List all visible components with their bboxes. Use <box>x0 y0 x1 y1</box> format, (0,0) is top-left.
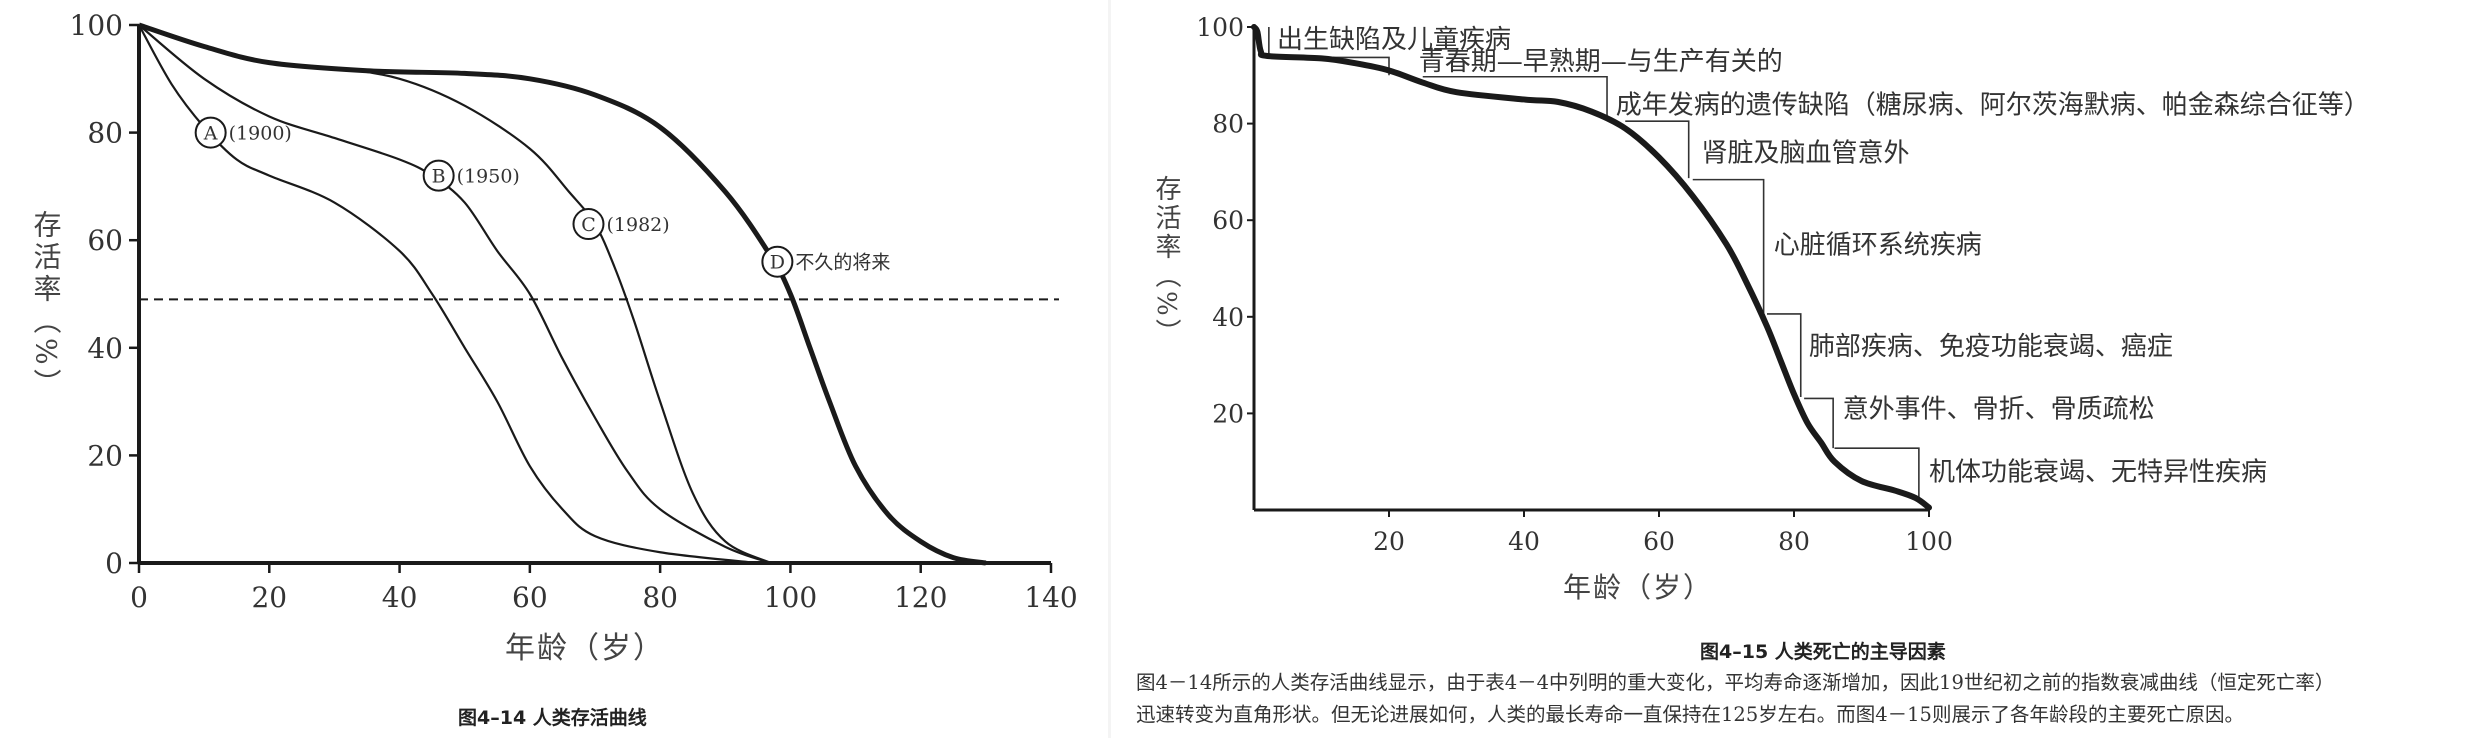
paragraph-line: 迅速转变为直角形状。但无论进展如何，人类的最长寿命一直保持在125岁左右。而图4… <box>1136 703 2244 726</box>
y-tick-label: 20 <box>1212 399 1244 428</box>
cause-bracket <box>1625 120 1690 179</box>
cause-label: 出生缺陷及儿童疾病 <box>1277 25 1511 55</box>
x-tick-label: 140 <box>1024 581 1077 614</box>
x-tick-label: 80 <box>1778 527 1810 556</box>
x-axis-title: 年龄（岁） <box>505 631 665 666</box>
curve-label-D: 不久的将来 <box>795 252 890 274</box>
cause-label: 机体功能衰竭、无特异性疾病 <box>1929 457 2267 487</box>
y-axis-title: 存活率（%） <box>30 210 63 401</box>
curve-letter-A: A <box>203 123 218 145</box>
cause-label: 青春期—早熟期—与生产有关的 <box>1419 47 1783 77</box>
curve-marker-A <box>194 116 227 149</box>
x-tick-label: 100 <box>1905 527 1953 556</box>
x-tick-label: 120 <box>894 581 947 614</box>
y-tick-label: 100 <box>70 9 123 42</box>
y-tick-label: 40 <box>1212 303 1244 332</box>
curve-C <box>138 23 772 565</box>
cause-bracket <box>1692 178 1765 314</box>
x-tick-label: 0 <box>130 581 148 614</box>
cause-label: 肺部疾病、免疫功能衰竭、癌症 <box>1809 332 2173 362</box>
y-tick-label: 80 <box>87 117 123 150</box>
x-tick-label: 80 <box>642 581 678 614</box>
survival-curve <box>1251 24 1932 511</box>
curve-letter-B: B <box>432 166 446 188</box>
cause-label: 意外事件、骨折、骨质疏松 <box>1843 395 2155 425</box>
curve-D <box>138 22 987 566</box>
cause-bracket <box>1834 447 1920 497</box>
curve-marker-D <box>761 245 794 278</box>
curve-B <box>138 24 772 565</box>
y-tick-label: 20 <box>87 439 123 472</box>
x-tick-label: 40 <box>382 581 418 614</box>
y-tick-label: 40 <box>87 332 123 365</box>
cause-label: 肾脏及脑血管意外 <box>1702 139 1910 169</box>
death-causes-chart: 20 40 60 80 100 20 40 60 80 100 存活率（%） 年龄（岁） 出生缺陷及儿童… <box>1151 13 2370 604</box>
y-tick-label: 60 <box>1212 206 1244 235</box>
survival-curves-chart: 0 20 40 60 80 100 120 140 0 20 40 60 80 100 存活率（%） 年龄（岁… <box>30 9 1078 666</box>
y-tick-label: 100 <box>1196 13 1244 42</box>
curve-A <box>138 24 758 565</box>
figure-4-15-caption: 图4–15 人类死亡的主导因素 <box>1700 641 1946 663</box>
page-divider <box>1108 0 1111 738</box>
y-tick-label: 60 <box>87 224 123 257</box>
figure-4-14-caption: 图4–14 人类存活曲线 <box>458 707 647 729</box>
x-tick-label: 100 <box>764 581 817 614</box>
body-paragraph: 图4－14所示的人类存活曲线显示，由于表4－4中列明的重大变化，平均寿命逐渐增加… <box>1136 667 2476 731</box>
cause-bracket <box>1422 75 1608 119</box>
cause-label: 心脏循环系统疾病 <box>1774 230 1982 260</box>
x-tick-label: 40 <box>1508 527 1540 556</box>
curve-label-A: (1900) <box>229 123 292 145</box>
curve-marker-B <box>422 159 455 192</box>
cause-label: 成年发病的遗传缺陷（糖尿病、阿尔茨海默病、帕金森综合征等） <box>1616 90 2370 120</box>
curve-label-B: (1950) <box>457 166 520 188</box>
x-tick-label: 20 <box>1373 527 1405 556</box>
paragraph-line: 图4－14所示的人类存活曲线显示，由于表4－4中列明的重大变化，平均寿命逐渐增加… <box>1136 671 2335 694</box>
x-tick-label: 60 <box>512 581 548 614</box>
curve-letter-D: D <box>770 252 785 274</box>
cause-bracket <box>1767 313 1802 397</box>
curve-letter-C: C <box>581 214 596 236</box>
x-tick-label: 20 <box>251 581 287 614</box>
y-axis-title: 存活率（%） <box>1151 175 1181 348</box>
cause-bracket <box>1804 397 1834 449</box>
y-tick-label: 0 <box>105 547 123 580</box>
curve-label-C: (1982) <box>606 214 669 236</box>
y-tick-label: 80 <box>1212 110 1244 139</box>
x-tick-label: 60 <box>1643 527 1675 556</box>
x-axis-title: 年龄（岁） <box>1563 571 1713 604</box>
curve-marker-C <box>572 208 605 241</box>
